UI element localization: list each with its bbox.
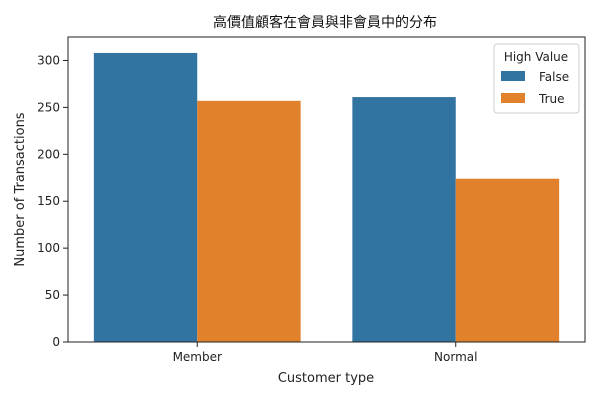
y-tick-label: 0 <box>52 335 60 349</box>
y-axis-title: Number of Transactions <box>13 112 28 266</box>
legend-title: High Value <box>504 50 568 64</box>
bar-normal-true <box>455 178 560 342</box>
x-axis: Member Normal <box>173 342 477 364</box>
bar-normal-false <box>352 97 456 342</box>
y-tick-label: 200 <box>37 147 60 161</box>
x-tick-label-normal: Normal <box>434 350 477 364</box>
bar-member-false <box>93 52 198 342</box>
y-tick-label: 50 <box>45 288 60 302</box>
legend: High Value False True <box>493 43 580 114</box>
legend-label-false: False <box>539 70 569 84</box>
legend-swatch-false <box>501 71 525 81</box>
bar-member-true <box>197 100 301 342</box>
legend-label-true: True <box>538 92 565 106</box>
y-tick-label: 150 <box>37 194 60 208</box>
legend-swatch-true <box>501 93 525 103</box>
y-tick-label: 300 <box>37 53 60 67</box>
x-axis-title: Customer type <box>278 371 374 386</box>
y-tick-label: 250 <box>37 100 60 114</box>
x-tick-label-member: Member <box>173 350 222 364</box>
plot-frame <box>67 36 586 343</box>
chart-title: 高價值顧客在會員與非會員中的分布 <box>213 14 437 31</box>
bars-group <box>93 52 560 342</box>
y-axis: 0 50 100 150 200 250 300 <box>37 53 68 349</box>
y-tick-label: 100 <box>37 241 60 255</box>
